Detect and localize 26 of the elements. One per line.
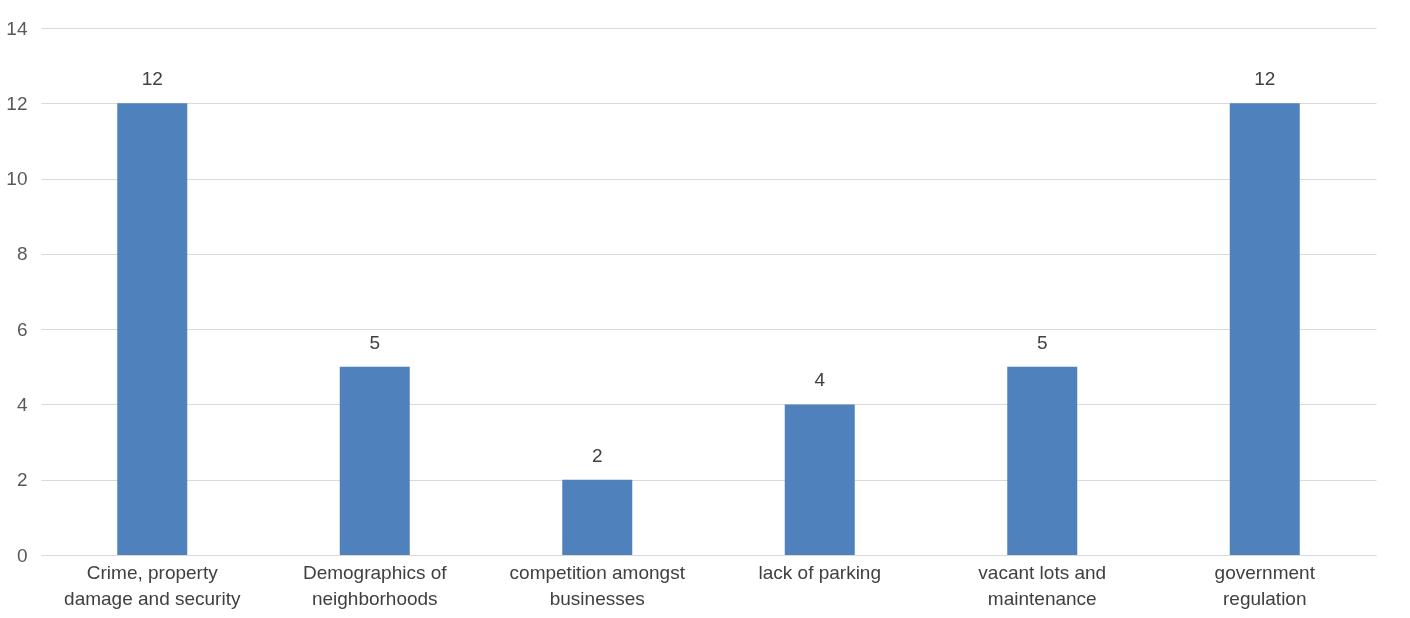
bar	[339, 366, 410, 555]
x-tick-label: Demographics of neighborhoods	[302, 561, 448, 609]
x-tick-label: lack of parking	[758, 561, 882, 583]
x-tick-label: competition amongst businesses	[509, 561, 686, 609]
bar	[562, 479, 633, 555]
data-label: 4	[814, 369, 826, 391]
y-tick-label: 4	[16, 393, 28, 415]
x-tick-label: Crime, property damage and security	[64, 561, 241, 609]
bar	[1229, 103, 1300, 555]
y-tick-label: 10	[6, 168, 28, 190]
y-tick-label: 0	[16, 544, 28, 566]
y-tick-label: 6	[16, 318, 28, 340]
y-tick-label: 2	[16, 469, 28, 491]
bar	[117, 103, 188, 555]
data-label: 12	[1254, 68, 1276, 90]
x-tick-label: government regulation	[1214, 561, 1316, 609]
y-tick-label: 14	[6, 17, 28, 39]
x-tick-label: vacant lots and maintenance	[978, 561, 1107, 609]
y-tick-label: 12	[6, 92, 28, 114]
data-label: 5	[1036, 331, 1048, 353]
data-label: 2	[591, 444, 603, 466]
data-label: 5	[369, 331, 381, 353]
bar	[784, 404, 855, 555]
y-tick-label: 8	[16, 243, 28, 265]
bar	[1007, 366, 1078, 555]
data-label: 12	[141, 68, 163, 90]
